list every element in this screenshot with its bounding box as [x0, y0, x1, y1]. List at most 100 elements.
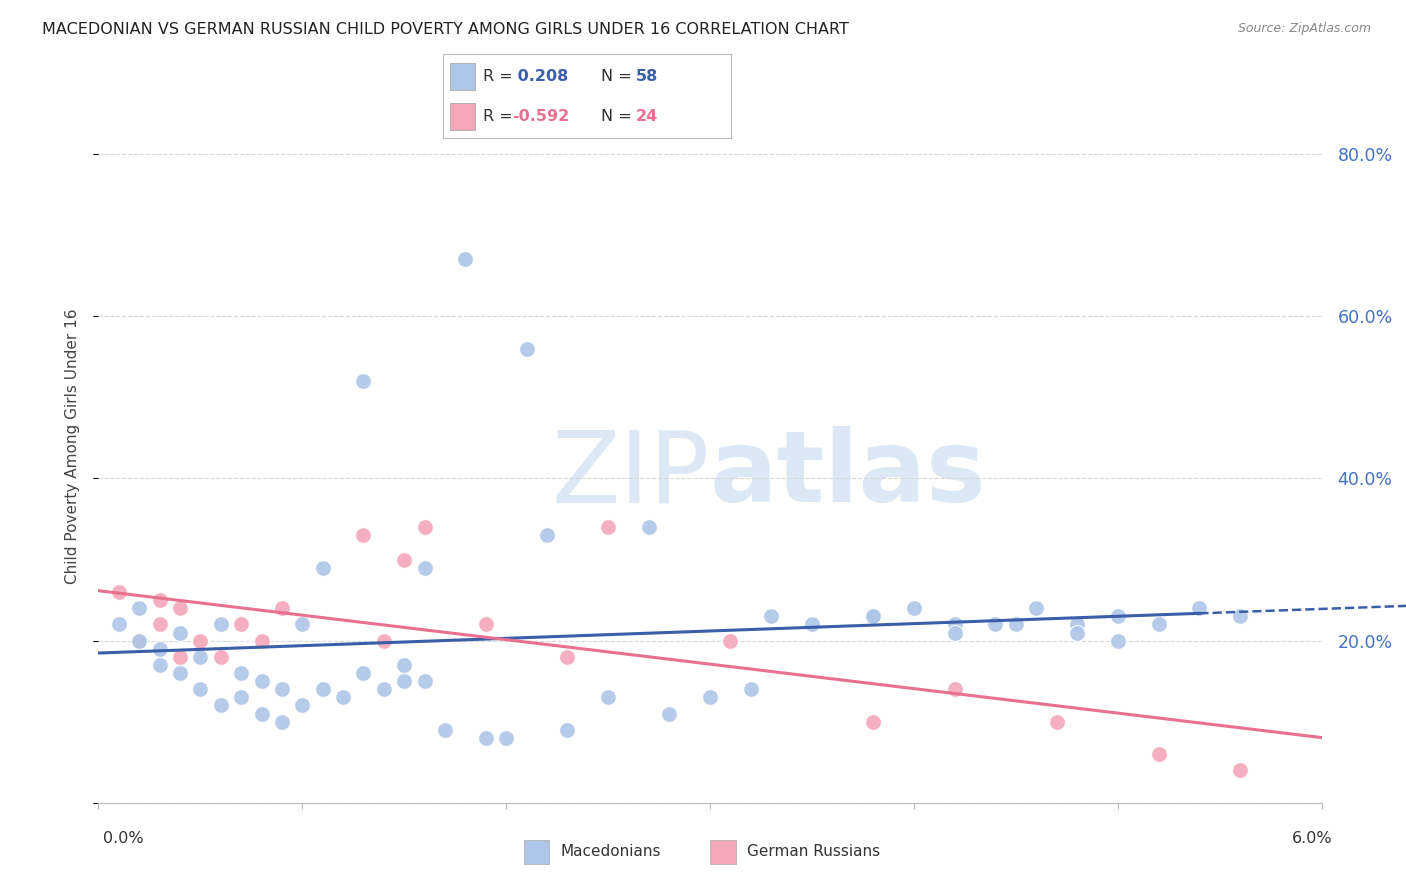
Point [1229, 609, 1251, 624]
Point [1107, 633, 1129, 648]
Point [392, 674, 416, 689]
Point [169, 666, 191, 681]
Text: 6.0%: 6.0% [1292, 831, 1333, 846]
Point [128, 633, 150, 648]
Point [250, 674, 273, 689]
Point [1025, 601, 1047, 615]
Point [128, 633, 150, 648]
Point [231, 666, 253, 681]
Bar [710, 839, 735, 864]
Text: N =: N = [602, 69, 637, 84]
Point [352, 374, 374, 388]
Point [1045, 714, 1069, 729]
Point [209, 617, 232, 632]
Point [1004, 617, 1026, 632]
Text: Source: ZipAtlas.com: Source: ZipAtlas.com [1237, 22, 1371, 36]
Point [169, 625, 191, 640]
Point [149, 593, 172, 607]
Point [658, 706, 681, 721]
Point [332, 690, 354, 705]
Point [169, 649, 191, 664]
Text: German Russians: German Russians [747, 845, 880, 859]
Point [454, 252, 477, 267]
Point [149, 641, 172, 656]
Point [108, 585, 131, 599]
Point [188, 649, 212, 664]
Text: atlas: atlas [710, 426, 987, 523]
Point [231, 617, 253, 632]
Point [495, 731, 517, 745]
Point [1066, 617, 1088, 632]
Point [555, 723, 579, 737]
Point [291, 617, 314, 632]
Point [149, 657, 172, 672]
Text: ZIP: ZIP [551, 426, 710, 523]
Point [352, 528, 374, 542]
Point [413, 560, 436, 574]
Point [801, 617, 824, 632]
Point [250, 633, 273, 648]
Text: N =: N = [602, 109, 637, 124]
Point [1107, 609, 1129, 624]
Text: 58: 58 [636, 69, 658, 84]
Point [862, 609, 884, 624]
Point [108, 617, 131, 632]
Point [598, 690, 620, 705]
Bar [450, 62, 475, 90]
Text: -0.592: -0.592 [512, 109, 569, 124]
Text: 0.0%: 0.0% [103, 831, 143, 846]
Text: R =: R = [484, 109, 519, 124]
Point [128, 601, 150, 615]
Point [209, 649, 232, 664]
Point [536, 528, 558, 542]
Point [943, 682, 966, 697]
Point [352, 666, 374, 681]
Point [270, 601, 292, 615]
Point [699, 690, 721, 705]
Point [188, 633, 212, 648]
Point [291, 698, 314, 713]
Point [1188, 601, 1211, 615]
Point [433, 723, 456, 737]
Point [555, 649, 579, 664]
Point [474, 617, 498, 632]
Point [270, 682, 292, 697]
Point [984, 617, 1007, 632]
Point [231, 690, 253, 705]
Point [761, 609, 783, 624]
Text: MACEDONIAN VS GERMAN RUSSIAN CHILD POVERTY AMONG GIRLS UNDER 16 CORRELATION CHAR: MACEDONIAN VS GERMAN RUSSIAN CHILD POVER… [42, 22, 849, 37]
Point [516, 342, 538, 356]
Point [474, 731, 498, 745]
Point [392, 552, 416, 566]
Point [413, 674, 436, 689]
Point [311, 560, 335, 574]
Point [311, 682, 335, 697]
Point [373, 682, 395, 697]
Point [1066, 625, 1088, 640]
Text: Macedonians: Macedonians [561, 845, 661, 859]
Text: R =: R = [484, 69, 519, 84]
Point [373, 633, 395, 648]
Point [169, 601, 191, 615]
Point [637, 520, 661, 534]
Point [188, 682, 212, 697]
Point [862, 714, 884, 729]
Point [250, 706, 273, 721]
Point [149, 617, 172, 632]
Point [943, 625, 966, 640]
Point [1229, 764, 1251, 778]
Point [1147, 747, 1170, 761]
Point [862, 609, 884, 624]
Point [209, 698, 232, 713]
Point [1147, 617, 1170, 632]
Point [943, 617, 966, 632]
Bar [524, 839, 550, 864]
Point [598, 520, 620, 534]
Point [392, 657, 416, 672]
Point [270, 714, 292, 729]
Bar [450, 103, 475, 130]
Text: 24: 24 [636, 109, 658, 124]
Point [718, 633, 742, 648]
Point [740, 682, 762, 697]
Point [413, 520, 436, 534]
